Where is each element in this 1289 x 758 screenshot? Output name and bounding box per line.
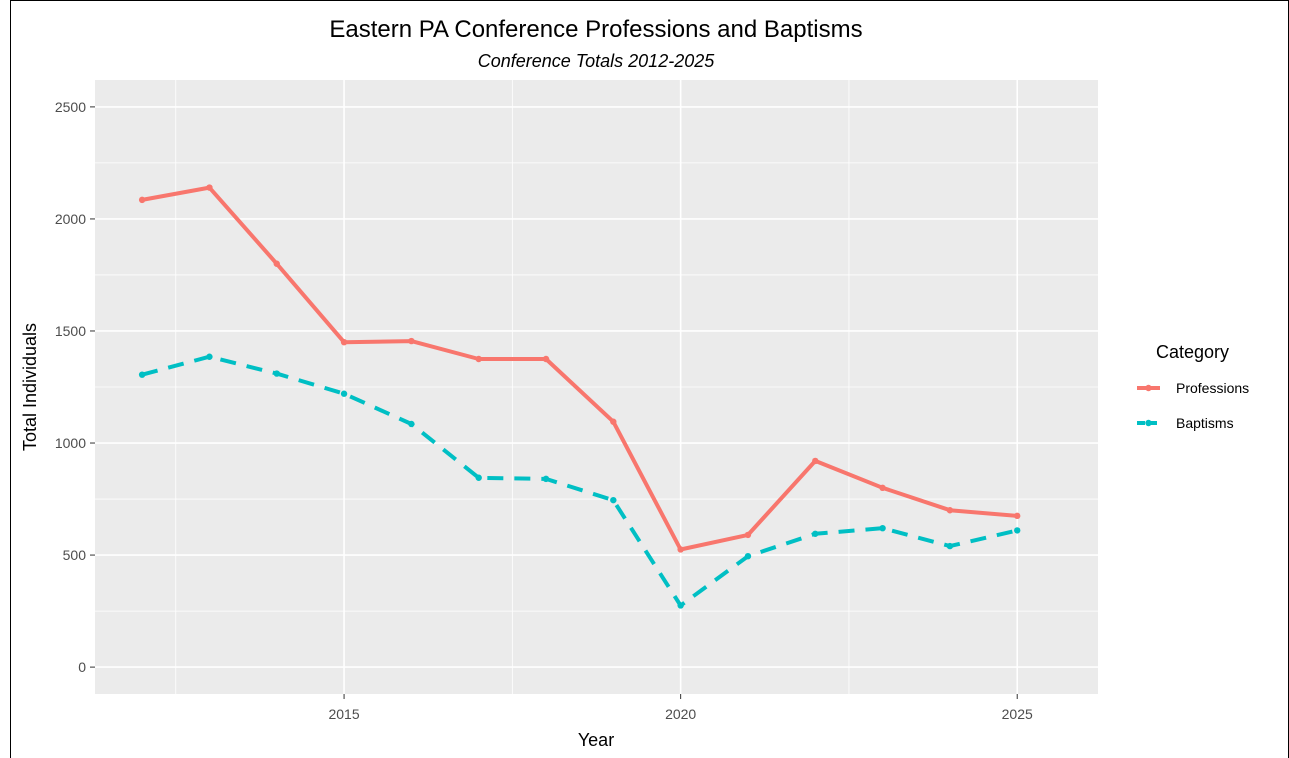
- data-point-professions: [946, 507, 954, 514]
- data-point-professions: [812, 457, 819, 465]
- grid-major: [95, 80, 1098, 694]
- series-layer: [138, 184, 1021, 609]
- data-point-baptisms: [946, 542, 954, 550]
- legend-label-baptisms: Baptisms: [1176, 415, 1234, 431]
- x-axis-ticks: 2015 2020 2025: [328, 694, 1033, 722]
- series-line-professions: [141, 185, 1018, 552]
- data-point-professions: [610, 418, 617, 425]
- legend-key-point-baptisms: [1145, 419, 1152, 427]
- chart-title: Eastern PA Conference Professions and Ba…: [329, 16, 862, 43]
- grid-minor: [95, 80, 1098, 694]
- y-tick-label: 0: [78, 659, 86, 675]
- data-point-professions: [1014, 512, 1021, 520]
- data-point-baptisms: [677, 602, 684, 609]
- data-point-baptisms: [340, 390, 348, 397]
- legend-key-point-professions: [1145, 384, 1152, 392]
- legend-label-professions: Professions: [1176, 380, 1249, 396]
- x-tick-label: 2020: [665, 706, 696, 722]
- x-axis-title: Year: [578, 730, 614, 750]
- data-point-professions: [475, 355, 482, 363]
- data-point-professions: [273, 260, 280, 267]
- y-tick-label: 500: [63, 547, 87, 563]
- data-point-baptisms: [812, 530, 819, 537]
- y-tick-label: 1500: [55, 323, 86, 339]
- y-tick-label: 2500: [55, 99, 86, 115]
- y-tick-label: 2000: [55, 211, 86, 227]
- data-point-baptisms: [542, 475, 550, 483]
- data-point-baptisms: [475, 474, 482, 481]
- data-point-baptisms: [879, 524, 886, 532]
- y-tick-label: 1000: [55, 435, 86, 451]
- data-point-baptisms: [273, 370, 280, 377]
- data-point-professions: [138, 196, 146, 204]
- series-line-baptisms: [141, 354, 1018, 608]
- data-point-baptisms: [138, 371, 146, 378]
- y-axis-title: Total Individuals: [20, 323, 40, 451]
- data-point-professions: [206, 184, 213, 191]
- y-axis-ticks: 0 500 1000 1500 2000 2500: [55, 99, 95, 675]
- legend: Category Professions Baptisms: [1137, 342, 1249, 431]
- data-point-professions: [408, 337, 415, 345]
- x-tick-label: 2025: [1002, 706, 1033, 722]
- data-point-professions: [879, 484, 886, 492]
- data-point-professions: [677, 546, 684, 553]
- chart-subtitle: Conference Totals 2012-2025: [478, 51, 715, 71]
- data-point-professions: [542, 355, 550, 363]
- data-point-baptisms: [744, 552, 752, 560]
- legend-title: Category: [1156, 342, 1229, 362]
- data-point-professions: [340, 338, 348, 346]
- x-tick-label: 2015: [328, 706, 359, 722]
- data-point-baptisms: [206, 353, 213, 360]
- data-point-baptisms: [1014, 527, 1021, 534]
- legend-items: Professions Baptisms: [1137, 380, 1249, 431]
- data-point-professions: [744, 531, 752, 539]
- data-point-baptisms: [610, 496, 617, 504]
- data-point-baptisms: [408, 420, 415, 428]
